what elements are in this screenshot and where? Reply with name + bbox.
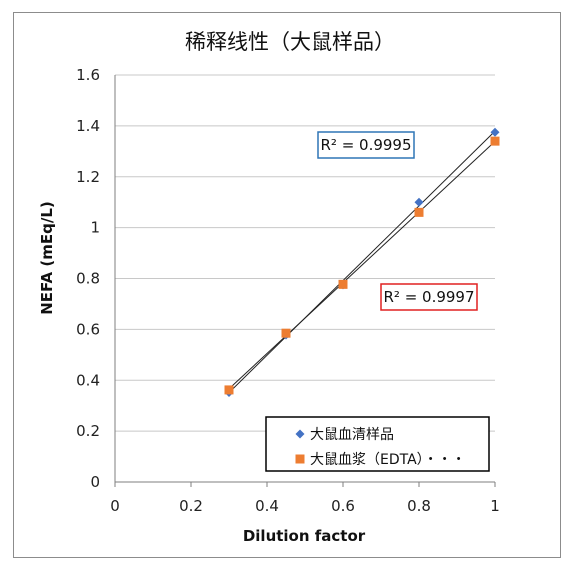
y-tick-label: 0.8 <box>76 270 100 288</box>
x-tick-labels: 0 0.2 0.4 0.6 0.8 1 <box>110 497 500 515</box>
point-series-2 <box>490 136 500 146</box>
x-tick-label: 0 <box>110 497 120 515</box>
r2-box-series-1 <box>317 131 415 159</box>
y-tick-label: 0.4 <box>76 371 100 389</box>
legend-marker-series-2 <box>295 454 305 464</box>
legend-label-series-1: 大鼠血清样品 <box>310 427 394 443</box>
y-tick-labels: 0 0.2 0.4 0.6 0.8 1 1.2 1.4 1.6 <box>76 66 100 491</box>
r2-label-series-1: R² = 0.9995 <box>320 136 411 154</box>
gridlines <box>115 74 495 432</box>
x-tick-label: 0.6 <box>331 497 355 515</box>
y-tick-label: 1.4 <box>76 117 100 135</box>
x-tick-label: 0.8 <box>407 497 431 515</box>
r2-label-series-2: R² = 0.9997 <box>383 288 474 306</box>
y-tick-label: 0 <box>90 473 100 491</box>
point-series-2 <box>414 207 424 217</box>
point-series-2 <box>338 279 348 289</box>
data-points <box>224 127 500 397</box>
chart-title: 稀释线性（大鼠样品） <box>185 30 395 54</box>
x-axis-label: Dilution factor <box>243 527 366 545</box>
y-axis-label: NEFA (mEq/L) <box>38 201 56 315</box>
r2-labels: R² = 0.9995 R² = 0.9997 <box>317 131 478 311</box>
legend-label-series-2: 大鼠血浆（EDTA）・・・ <box>310 452 466 468</box>
point-series-1 <box>490 127 500 137</box>
r2-box-series-2 <box>380 283 478 311</box>
y-tick-label: 0.6 <box>76 320 100 338</box>
x-tick-label: 0.2 <box>179 497 203 515</box>
y-tick-label: 1.2 <box>76 168 100 186</box>
axes <box>114 75 496 487</box>
legend-marker-series-1 <box>295 429 305 439</box>
point-series-2 <box>224 385 234 395</box>
y-tick-label: 1 <box>90 219 100 237</box>
point-series-1 <box>414 197 424 207</box>
x-tick-label: 0.4 <box>255 497 279 515</box>
point-series-2 <box>281 328 291 338</box>
trendlines <box>228 130 496 393</box>
x-tick-label: 1 <box>490 497 500 515</box>
y-tick-label: 1.6 <box>76 66 100 84</box>
y-tick-label: 0.2 <box>76 422 100 440</box>
trendline-series-2 <box>228 141 496 390</box>
trendline-series-1 <box>228 130 496 393</box>
